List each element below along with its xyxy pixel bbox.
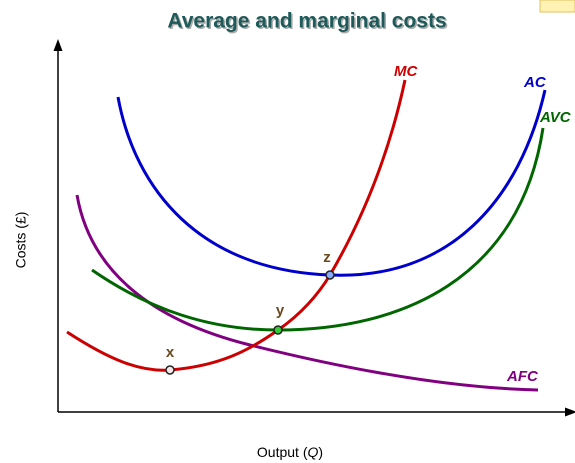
title-shadow: Average and marginal costs <box>169 11 448 34</box>
afc-curve <box>75 194 539 392</box>
point-label: z <box>323 249 331 266</box>
point-label: y <box>276 302 285 319</box>
ac-curve <box>116 89 547 277</box>
curve-label: AVC <box>539 109 572 126</box>
y-axis-label: Costs (£) <box>13 212 29 269</box>
point-x <box>165 365 175 375</box>
corner-box <box>539 0 575 13</box>
title: Average and marginal costs <box>167 10 446 33</box>
point-z <box>325 270 335 280</box>
x-label-variable: Q <box>308 444 319 460</box>
curve-label: MC <box>394 63 418 80</box>
x-label-end: ) <box>318 444 323 460</box>
avc-curve <box>91 127 545 332</box>
point-label: x <box>166 344 175 361</box>
curve-label: AC <box>523 74 547 91</box>
x-axis-label: Output (Q) <box>257 444 323 460</box>
x-label-start: Output ( <box>257 444 308 460</box>
point-y <box>273 325 283 335</box>
curve-label: AFC <box>506 368 539 385</box>
